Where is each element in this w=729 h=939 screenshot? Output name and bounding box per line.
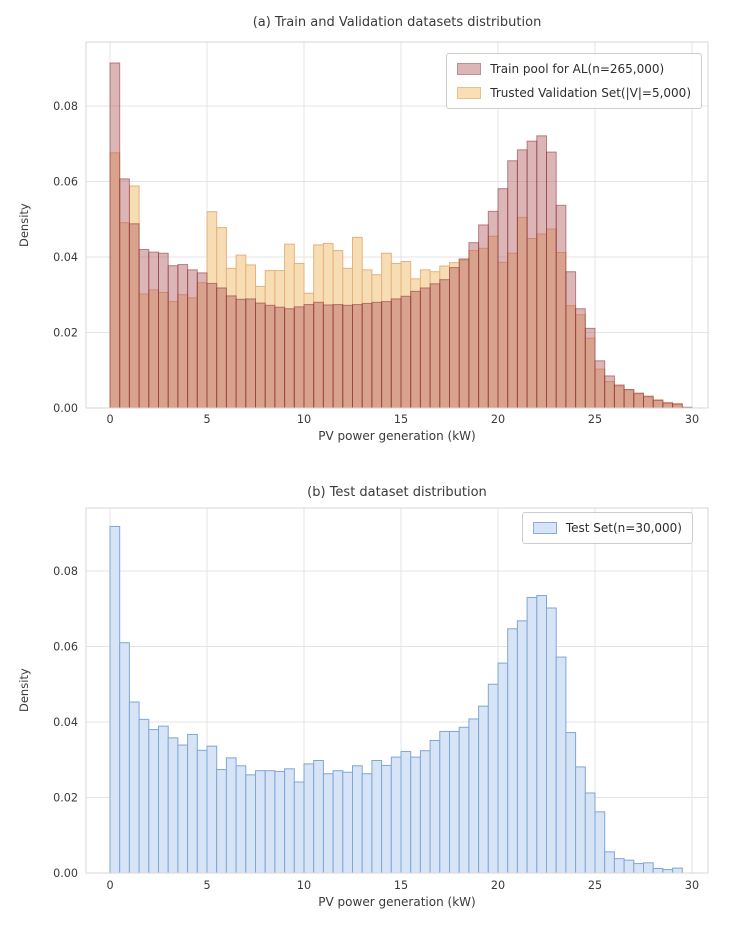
x-axis-label-b: PV power generation (kW) <box>318 895 476 909</box>
svg-text:0: 0 <box>106 413 113 426</box>
x-tick-labels: 0 5 10 15 20 25 30 <box>106 413 699 426</box>
svg-text:0.00: 0.00 <box>53 867 78 880</box>
y-axis-label-density-a: Density <box>17 203 31 247</box>
legend-item-test-set: Test Set(n=30,000) <box>532 518 682 538</box>
histogram-plot-train-validation: 0 5 10 15 20 25 30 0.00 0.02 0.04 0.06 0.08 <box>53 41 709 426</box>
svg-text:0.06: 0.06 <box>53 641 78 654</box>
plot-border <box>85 507 709 874</box>
chart-title-a: (a) Train and Validation datasets distri… <box>252 15 542 30</box>
x-axis-label-a: PV power generation (kW) <box>318 429 476 443</box>
chart-test-distribution: 0 5 10 15 20 25 30 0.00 0.02 0.04 0.06 0.08 (b) Tes… <box>0 470 729 939</box>
legend-a: Train pool for AL(n=265,000) Trusted Val… <box>446 53 702 109</box>
svg-text:0.02: 0.02 <box>53 327 78 340</box>
legend-item-trusted-validation: Trusted Validation Set(|V|=5,000) <box>457 83 691 103</box>
svg-text:0.04: 0.04 <box>53 251 78 264</box>
plot-border <box>85 41 709 409</box>
train-pool-swatch-icon <box>457 63 482 75</box>
y-tick-labels: 0.00 0.02 0.04 0.06 0.08 <box>53 100 78 415</box>
svg-text:0.08: 0.08 <box>53 100 78 113</box>
trusted-validation-swatch-icon <box>457 87 482 99</box>
svg-text:30: 30 <box>685 879 699 892</box>
svg-text:20: 20 <box>491 879 505 892</box>
svg-text:0.06: 0.06 <box>53 176 78 189</box>
legend-label-train-pool: Train pool for AL(n=265,000) <box>490 62 665 76</box>
svg-text:15: 15 <box>394 879 408 892</box>
svg-text:25: 25 <box>588 413 602 426</box>
bars-test-set-n-30-000- <box>109 525 683 874</box>
test-set-swatch-icon <box>532 522 557 534</box>
svg-text:5: 5 <box>203 413 210 426</box>
svg-text:25: 25 <box>588 879 602 892</box>
svg-text:5: 5 <box>203 879 210 892</box>
svg-text:30: 30 <box>685 413 699 426</box>
svg-text:0.08: 0.08 <box>53 565 78 578</box>
svg-text:15: 15 <box>394 413 408 426</box>
x-tick-labels: 0 5 10 15 20 25 30 <box>106 879 699 892</box>
y-tick-labels: 0.00 0.02 0.04 0.06 0.08 <box>53 565 78 880</box>
legend-item-train-pool: Train pool for AL(n=265,000) <box>457 59 691 79</box>
svg-text:10: 10 <box>297 413 311 426</box>
legend-b: Test Set(n=30,000) <box>521 512 693 544</box>
svg-text:10: 10 <box>297 879 311 892</box>
legend-label-test-set: Test Set(n=30,000) <box>565 521 682 535</box>
svg-text:0: 0 <box>106 879 113 892</box>
svg-text:20: 20 <box>491 413 505 426</box>
svg-text:0.00: 0.00 <box>53 402 78 415</box>
legend-label-trusted-validation: Trusted Validation Set(|V|=5,000) <box>490 86 691 100</box>
chart-train-validation-distribution: 0 5 10 15 20 25 30 0.00 0.02 0.04 0.06 0.08 (a) Tra… <box>0 0 729 469</box>
svg-text:0.02: 0.02 <box>53 792 78 805</box>
svg-text:0.04: 0.04 <box>53 716 78 729</box>
histogram-plot-test: 0 5 10 15 20 25 30 0.00 0.02 0.04 0.06 0.08 <box>53 507 709 892</box>
bars-train-pool-for-al-n-265-000- <box>109 62 693 409</box>
y-axis-label-density-b: Density <box>17 668 31 713</box>
chart-title-b: (b) Test dataset distribution <box>307 485 487 500</box>
